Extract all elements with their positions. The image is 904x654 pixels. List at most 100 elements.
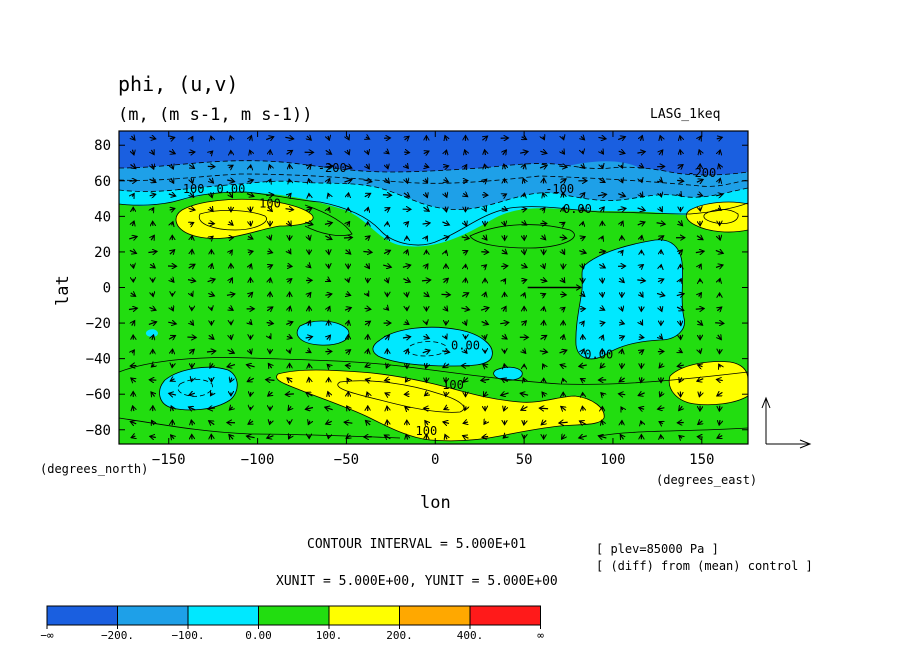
wind-arrow	[426, 322, 427, 325]
x-tick-label: −150	[152, 452, 186, 468]
colorbar-segment	[400, 606, 471, 625]
y-tick-label: 80	[94, 138, 111, 154]
contour-label: -100	[176, 182, 205, 196]
wind-arrow	[559, 422, 568, 423]
wind-arrow	[189, 152, 195, 153]
wind-arrow	[192, 236, 193, 240]
wind-arrow	[231, 335, 232, 340]
wind-arrow	[482, 437, 488, 438]
wind-arrow	[441, 294, 450, 295]
x-unit-label: (degrees_east)	[656, 473, 757, 487]
wind-arrow	[560, 294, 566, 295]
y-axis-title: lat	[53, 275, 73, 306]
wind-arrow	[639, 337, 644, 338]
wind-arrow	[133, 264, 134, 268]
x-axis-title: lon	[420, 493, 451, 513]
x-tick-label: −50	[334, 452, 359, 468]
y-tick-label: 0	[103, 281, 111, 297]
wind-arrow	[152, 293, 153, 297]
wind-arrow	[172, 349, 173, 354]
wind-arrow	[250, 392, 251, 396]
colorbar-label: ∞	[537, 629, 544, 642]
wind-arrow	[404, 152, 409, 153]
wind-arrow	[387, 420, 388, 425]
wind-arrow	[270, 150, 271, 155]
colorbar-label: 0.00	[245, 629, 272, 642]
x-tick-label: 100	[600, 452, 625, 468]
colorbar-segment	[259, 606, 330, 625]
contour-label: 0.00	[451, 339, 480, 353]
wind-arrow	[563, 378, 564, 381]
x-tick-label: 0	[431, 452, 439, 468]
contour-label: 0.00	[584, 348, 613, 362]
contour-label: 100	[416, 424, 438, 438]
x-tick-label: 150	[689, 452, 714, 468]
wind-arrow	[697, 437, 703, 438]
wind-arrow	[289, 164, 290, 169]
colorbar-label: −100.	[171, 629, 204, 642]
wind-arrow	[465, 278, 466, 283]
vector-units: XUNIT = 5.000E+00, YUNIT = 5.000E+00	[276, 574, 558, 589]
colorbar-segment	[118, 606, 189, 625]
y-tick-label: −60	[86, 387, 111, 403]
chart-figure: phi, (u,v) (m, (m s-1, m s-1)) LASG_1keq	[0, 0, 904, 654]
wind-arrow	[309, 377, 310, 382]
contour-label: -200	[318, 161, 347, 175]
contour-label: 100	[442, 378, 464, 392]
wind-arrow	[504, 364, 505, 368]
wind-arrow	[680, 320, 681, 325]
wind-arrow	[700, 207, 701, 211]
colorbar: −∞ −200. −100. 0.00 100. 200. 400. ∞	[40, 606, 544, 642]
wind-arrow	[524, 420, 525, 425]
contour-label: 0.00	[216, 182, 245, 196]
wind-arrow	[582, 406, 583, 411]
wind-arrow	[344, 237, 352, 238]
wind-arrow	[446, 392, 447, 397]
info-line-plev: [ plev=85000 Pa ]	[596, 542, 719, 556]
colorbar-label: −∞	[40, 629, 54, 642]
colorbar-segment	[47, 606, 118, 625]
x-tick-label: −100	[241, 452, 275, 468]
wind-arrow	[383, 195, 392, 196]
wind-arrow	[130, 365, 136, 366]
wind-arrow	[328, 435, 329, 438]
wind-arrow	[524, 193, 525, 197]
contour-label: -200	[687, 166, 716, 180]
wind-arrow	[387, 236, 388, 240]
y-unit-label: (degrees_north)	[40, 462, 148, 476]
contour-label: -100	[545, 182, 574, 196]
wind-arrow	[192, 249, 193, 254]
y-tick-label: −40	[86, 352, 111, 368]
wind-arrow	[539, 408, 548, 409]
wind-arrow	[363, 252, 372, 253]
colorbar-label: 200.	[386, 629, 413, 642]
wind-arrow	[250, 165, 251, 168]
wind-arrow	[501, 266, 508, 267]
chart-title: phi, (u,v)	[118, 72, 238, 96]
run-label: LASG_1keq	[650, 107, 720, 122]
plot-area: -200-100 0.00100-200-1000.000.000.0010010…	[119, 131, 748, 444]
y-tick-label: −80	[86, 423, 111, 439]
wind-arrow	[130, 180, 137, 181]
wind-arrow	[582, 222, 583, 226]
contour-label: 0.00	[563, 202, 592, 216]
wind-arrow	[287, 266, 292, 267]
wind-arrow	[250, 207, 251, 212]
wind-arrow	[602, 278, 603, 283]
colorbar-segment	[188, 606, 259, 625]
wind-arrow	[211, 307, 212, 310]
wind-arrow	[543, 307, 544, 311]
wind-arrow	[661, 265, 662, 268]
y-tick-label: −20	[86, 316, 111, 332]
wind-arrow	[345, 365, 351, 366]
y-tick-label: 20	[94, 245, 111, 261]
chart-subtitle: (m, (m s-1, m s-1))	[118, 105, 312, 125]
x-tick-label: 50	[516, 452, 533, 468]
reference-vector	[762, 398, 810, 448]
wind-arrow	[348, 193, 349, 197]
colorbar-label: 100.	[316, 629, 343, 642]
y-tick-label: 40	[94, 209, 111, 225]
colorbar-segment	[329, 606, 400, 625]
wind-arrow	[582, 151, 583, 154]
wind-arrow	[715, 323, 724, 324]
